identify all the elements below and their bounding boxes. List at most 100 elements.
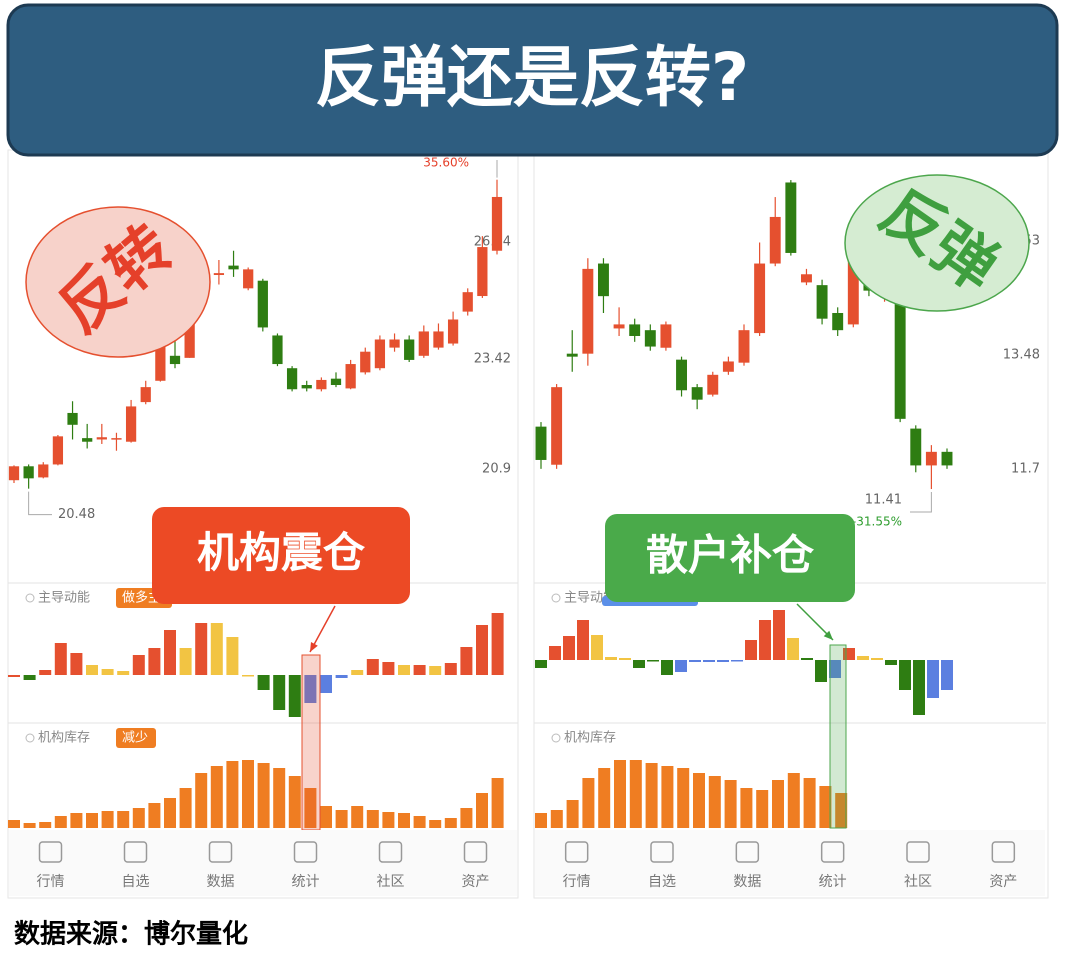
candle-body: [754, 263, 766, 334]
flow-label: 主导动能: [38, 591, 90, 606]
inventory-label: 机构库存: [564, 730, 616, 746]
nav-label: 统计: [292, 874, 320, 890]
gear-icon: [551, 733, 561, 743]
arrow-head: [823, 630, 833, 640]
inventory-bar: [366, 810, 379, 828]
candle-body: [330, 378, 342, 386]
candle-body: [404, 339, 415, 360]
inventory-bar: [101, 811, 114, 828]
y-tick-label: 13.48: [1003, 347, 1040, 362]
candle-body: [660, 324, 672, 348]
flow-bar: [885, 660, 897, 665]
candle-body: [38, 464, 49, 478]
nav-icon: [991, 841, 1016, 863]
flow-bar: [661, 660, 673, 675]
flow-bar: [647, 660, 659, 662]
min-label: 11.41: [865, 493, 902, 508]
inventory-tag: 减少: [122, 731, 148, 746]
nav-icon: [820, 841, 845, 863]
flow-bar: [787, 638, 799, 660]
inventory-bar: [566, 800, 579, 828]
nav-icon: [208, 841, 233, 863]
candle-body: [447, 319, 459, 344]
flow-bar: [717, 660, 729, 662]
inventory-bar: [335, 810, 348, 828]
inventory-bar: [210, 766, 223, 828]
min-bracket: [910, 492, 932, 513]
candle-body: [582, 268, 594, 354]
min-label: 20.48: [58, 507, 95, 522]
inventory-bar: [257, 763, 270, 828]
flow-bar: [101, 669, 114, 675]
candle-body: [629, 324, 641, 336]
nav-label: 自选: [648, 874, 676, 890]
flow-bar: [429, 666, 442, 675]
nav-bar: [535, 830, 1045, 896]
inventory-bar: [835, 793, 848, 828]
nav-label: 社区: [904, 874, 932, 890]
callout-text: 机构震仓: [197, 528, 366, 577]
candle-body: [676, 359, 688, 391]
inventory-bar: [86, 813, 98, 828]
nav-icon: [735, 841, 760, 863]
flow-bar: [491, 613, 504, 675]
inventory-bar: [582, 778, 595, 828]
candle-body: [96, 437, 107, 440]
inventory-bar: [803, 778, 816, 828]
flow-bar: [54, 643, 67, 675]
flow-bar: [86, 665, 98, 675]
nav-icon: [564, 841, 589, 863]
inventory-bar: [39, 822, 52, 828]
flow-bar: [941, 660, 953, 690]
inventory-bar: [724, 780, 737, 828]
flow-bar: [745, 640, 757, 660]
candle-body: [155, 339, 166, 381]
nav-label: 资产: [989, 874, 1017, 890]
flow-bar: [444, 663, 457, 675]
nav-label: 社区: [377, 874, 405, 890]
flow-bar: [39, 670, 52, 675]
gear-icon: [551, 593, 561, 603]
inventory-bar: [226, 761, 239, 828]
flow-bar: [759, 620, 771, 660]
flow-bar: [535, 660, 547, 668]
flow-bar: [675, 660, 687, 672]
candle-body: [910, 428, 922, 466]
flow-bar: [549, 646, 561, 660]
candle-body: [597, 263, 609, 297]
flow-bar: [829, 660, 841, 678]
candle-body: [111, 438, 122, 440]
gear-icon: [25, 733, 35, 743]
candle-body: [345, 364, 356, 389]
candle-body: [23, 466, 34, 479]
flow-bar: [117, 671, 130, 675]
inventory-bar: [70, 813, 83, 828]
inventory-label: 机构库存: [38, 730, 90, 746]
inventory-bar: [117, 811, 130, 828]
nav-label: 数据: [733, 874, 761, 890]
inventory-bar: [288, 776, 301, 828]
inventory-bar: [429, 820, 442, 828]
stamp: [25, 206, 211, 358]
header-title: 反弹还是反转?: [315, 39, 749, 116]
candle-body: [243, 269, 254, 289]
flow-bar: [226, 637, 239, 675]
inventory-bar: [677, 768, 690, 828]
max-label: -31.55%: [852, 515, 902, 529]
candle-body: [169, 355, 181, 365]
candle-body: [272, 335, 283, 365]
flow-bar: [413, 665, 426, 675]
candle-body: [613, 324, 625, 329]
candle-body: [418, 331, 429, 356]
inventory-bar: [550, 810, 563, 828]
flow-bar: [257, 675, 270, 690]
inventory-tag-bg: [116, 728, 156, 748]
candle-body: [125, 406, 137, 442]
flow-bar: [619, 658, 631, 660]
candle-body: [800, 274, 812, 283]
flow-bar: [577, 620, 589, 660]
highlight-box: [301, 654, 321, 831]
nav-icon: [38, 841, 63, 863]
candle-body: [213, 273, 225, 276]
flow-bar: [703, 660, 715, 662]
